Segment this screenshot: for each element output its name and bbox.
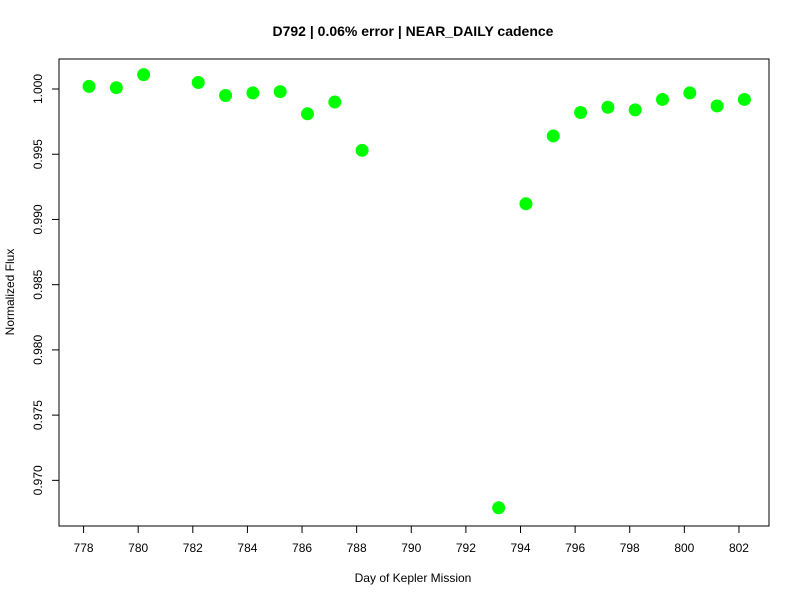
y-tick-label: 0.970 [31,465,45,495]
data-point [628,103,642,117]
x-tick-label: 782 [183,541,203,555]
x-axis: 778 780 782 784 786 788 790 792 794 796 798 800 802 [74,526,749,555]
x-tick-label: 780 [128,541,148,555]
data-point [683,86,697,100]
x-tick-label: 798 [620,541,640,555]
x-tick-label: 788 [347,541,367,555]
data-points [82,68,751,515]
data-point [301,107,314,121]
chart-title: D792 | 0.06% error | NEAR_DAILY cadence [273,23,554,39]
data-point [601,100,615,114]
x-tick-label: 778 [74,541,94,555]
y-tick-label: 0.985 [31,269,45,299]
data-point [574,105,588,119]
data-point [137,68,151,82]
data-point [355,143,369,157]
x-tick-label: 796 [565,541,585,555]
y-axis-label: Normalized Flux [3,249,17,336]
x-tick-label: 800 [674,541,694,555]
data-point [546,129,560,143]
data-point [710,99,724,113]
y-tick-label: 0.995 [31,139,45,169]
data-point [82,79,96,93]
y-tick-label: 1.000 [31,74,45,104]
x-tick-label: 794 [510,541,530,555]
data-point [737,92,751,106]
y-axis: 0.970 0.975 0.980 0.985 0.990 0.995 1.000 [31,74,59,495]
y-tick-label: 0.980 [31,335,45,365]
data-point [328,95,342,109]
data-point [109,81,123,95]
data-point [492,501,506,515]
data-point [273,85,287,99]
x-tick-label: 792 [456,541,476,555]
data-point [219,89,233,103]
x-axis-label: Day of Kepler Mission [355,571,472,585]
y-tick-label: 0.990 [31,204,45,234]
plot-frame [58,58,770,527]
data-point [246,86,260,100]
y-tick-label: 0.975 [31,400,45,430]
data-point [191,75,205,89]
x-tick-label: 802 [729,541,749,555]
data-point [519,197,533,211]
x-tick-label: 784 [237,541,257,555]
x-tick-label: 790 [401,541,421,555]
x-tick-label: 786 [292,541,312,555]
data-point [656,92,669,106]
